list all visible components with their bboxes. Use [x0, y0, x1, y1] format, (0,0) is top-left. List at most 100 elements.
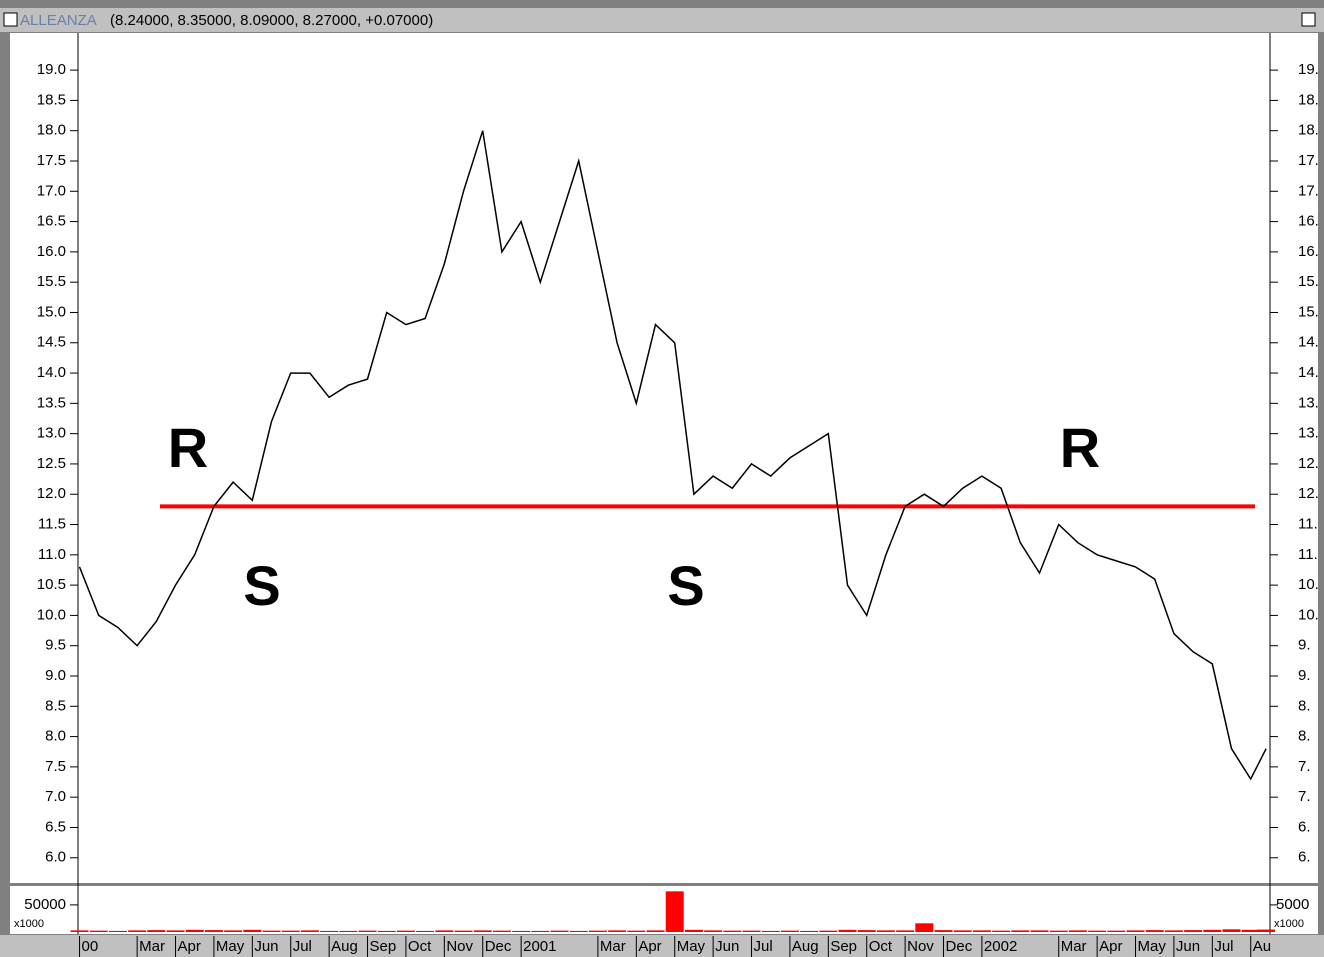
volume-bar: [588, 930, 607, 932]
volume-bar: [742, 930, 761, 932]
volume-bar: [761, 930, 780, 932]
volume-bar: [166, 930, 185, 932]
volume-bar: [608, 930, 627, 932]
y2-tick-label: 15.: [1298, 273, 1319, 290]
x-tick-label: Dec: [946, 938, 973, 955]
volume-bar: [185, 929, 204, 932]
y-tick-label: 11.0: [38, 546, 66, 563]
volume-bar: [262, 930, 281, 932]
volume-bar: [70, 930, 89, 932]
volume-bar: [377, 930, 396, 932]
x-tick-label: Jul: [754, 938, 773, 955]
y-tick-label: 12.5: [37, 455, 66, 472]
x-tick-label: Oct: [869, 938, 893, 955]
volume-y2-tick-label: 5000: [1276, 896, 1309, 913]
x-tick-label: May: [677, 938, 706, 955]
y2-tick-label: 18.: [1298, 122, 1319, 139]
annotation: R: [168, 416, 208, 479]
volume-bar: [492, 930, 511, 932]
x-tick-label: Jul: [1214, 938, 1233, 955]
chart-title: ALLEANZA: [20, 12, 97, 29]
y-tick-label: 13.0: [37, 425, 66, 442]
volume-bar: [1257, 929, 1276, 932]
volume-unit: x1000: [14, 918, 44, 930]
annotation: S: [667, 554, 704, 617]
y2-tick-label: 7.: [1298, 758, 1311, 775]
x-tick-label: 2002: [984, 938, 1017, 955]
y2-tick-label: 10.: [1298, 576, 1319, 593]
y-tick-label: 14.5: [37, 334, 66, 351]
y-tick-label: 17.0: [37, 182, 66, 199]
y2-tick-label: 7.: [1298, 788, 1311, 805]
volume-bar: [281, 930, 300, 932]
volume-bar: [1107, 930, 1126, 932]
x-tick-label: Sep: [370, 938, 397, 955]
volume-bar: [358, 930, 377, 932]
volume-bar: [550, 930, 569, 932]
y-tick-label: 10.5: [37, 576, 66, 593]
y-tick-label: 15.5: [37, 273, 66, 290]
x-tick-label: Apr: [638, 938, 661, 955]
volume-bar: [147, 930, 166, 932]
price-line: [78, 130, 1267, 781]
y-tick-label: 19.0: [37, 61, 66, 78]
y2-tick-label: 16.: [1298, 213, 1319, 230]
y2-tick-label: 12.: [1298, 485, 1319, 502]
y2-tick-label: 14.: [1298, 364, 1319, 381]
volume-bar: [396, 930, 415, 932]
y-tick-label: 14.0: [37, 364, 66, 381]
x-tick-label: Oct: [408, 938, 432, 955]
y-tick-label: 8.5: [45, 697, 66, 714]
annotation: R: [1060, 416, 1100, 479]
y2-tick-label: 12.: [1298, 455, 1319, 472]
title-bar: [0, 8, 1324, 32]
y2-tick-label: 9.: [1298, 667, 1311, 684]
y-tick-label: 6.5: [45, 818, 66, 835]
volume-bar: [684, 929, 703, 932]
y-tick-label: 15.0: [37, 303, 66, 320]
volume-bar: [1145, 930, 1164, 932]
y-tick-label: 10.0: [37, 606, 66, 623]
volume-bar: [857, 930, 876, 932]
time-axis-bar: [0, 935, 1324, 957]
y-tick-label: 18.5: [37, 91, 66, 108]
volume-bar: [1184, 930, 1203, 932]
volume-bar: [992, 930, 1011, 932]
y2-tick-label: 13.: [1298, 425, 1319, 442]
volume-bar: [876, 930, 895, 932]
x-tick-label: Jul: [293, 938, 312, 955]
volume-bar: [627, 930, 646, 932]
volume-bar: [531, 930, 550, 932]
y2-tick-label: 18.: [1298, 91, 1319, 108]
y-tick-label: 7.0: [45, 788, 66, 805]
volume-bar: [800, 930, 819, 932]
x-tick-label: 2001: [523, 938, 556, 955]
volume-bar: [243, 929, 262, 932]
volume-bar: [435, 930, 454, 932]
window-button[interactable]: [1301, 12, 1316, 27]
y-tick-label: 7.5: [45, 758, 66, 775]
y-tick-label: 16.5: [37, 213, 66, 230]
x-tick-label: Jun: [254, 938, 278, 955]
volume-bar: [1049, 930, 1068, 932]
y-tick-label: 16.0: [37, 243, 66, 260]
volume-bar: [838, 929, 857, 932]
volume-bar: [1088, 930, 1107, 932]
x-tick-label: Au: [1253, 938, 1271, 955]
volume-bar: [339, 930, 358, 932]
y2-tick-label: 8.: [1298, 697, 1311, 714]
y-tick-label: 9.0: [45, 667, 66, 684]
volume-bar: [1068, 930, 1087, 932]
volume-bar: [646, 930, 665, 932]
y-tick-label: 13.5: [37, 394, 66, 411]
volume-panel: [10, 886, 1318, 934]
volume-bar: [1030, 930, 1049, 932]
volume-bar: [1203, 929, 1222, 932]
volume-bar: [569, 930, 588, 932]
x-tick-label: May: [1138, 938, 1167, 955]
volume-bar: [972, 930, 991, 932]
x-tick-label: Jun: [715, 938, 739, 955]
y2-tick-label: 11.: [1298, 546, 1318, 563]
y-tick-label: 17.5: [37, 152, 66, 169]
volume-bar: [704, 930, 723, 932]
